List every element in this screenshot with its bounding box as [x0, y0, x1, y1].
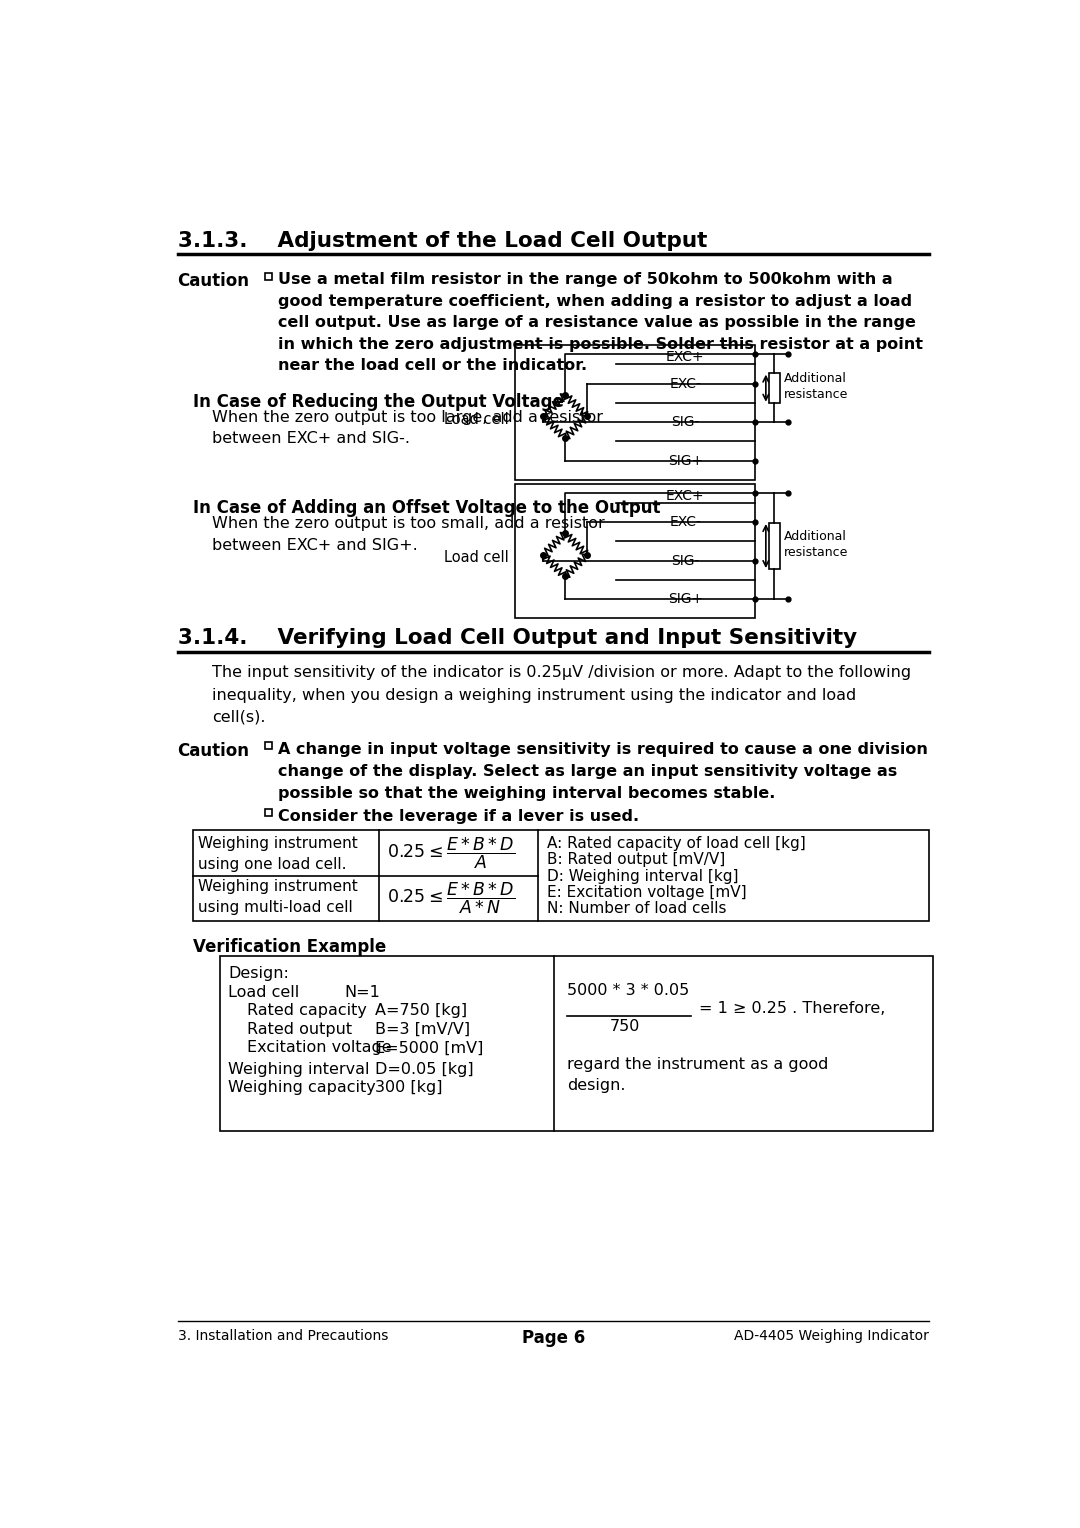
Text: EXC+: EXC+ — [666, 350, 704, 364]
Text: EXC-: EXC- — [670, 376, 701, 391]
Text: D: Weighing interval [kg]: D: Weighing interval [kg] — [548, 868, 739, 883]
Text: Additional
resistance: Additional resistance — [784, 530, 848, 559]
Text: 5000 * 3 * 0.05: 5000 * 3 * 0.05 — [567, 983, 690, 998]
Text: E: Excitation voltage [mV]: E: Excitation voltage [mV] — [548, 885, 747, 900]
Text: Additional
resistance: Additional resistance — [784, 373, 848, 402]
Text: 300 [kg]: 300 [kg] — [375, 1080, 443, 1096]
Text: The input sensitivity of the indicator is 0.25μV /division or more. Adapt to the: The input sensitivity of the indicator i… — [213, 665, 912, 724]
Text: Rated output: Rated output — [247, 1022, 352, 1038]
Text: A: Rated capacity of load cell [kg]: A: Rated capacity of load cell [kg] — [548, 836, 806, 851]
Text: Load cell: Load cell — [444, 411, 509, 426]
Text: Weighing interval: Weighing interval — [228, 1062, 369, 1077]
Bar — [193, 830, 930, 921]
Text: When the zero output is too large, add a resistor
between EXC+ and SIG-.: When the zero output is too large, add a… — [213, 410, 604, 446]
Text: 750: 750 — [610, 1019, 640, 1034]
Text: Design:: Design: — [228, 966, 288, 981]
Text: When the zero output is too small, add a resistor
between EXC+ and SIG+.: When the zero output is too small, add a… — [213, 516, 605, 553]
Bar — [266, 810, 272, 816]
Bar — [769, 523, 780, 570]
Text: A change in input voltage sensitivity is required to cause a one division
change: A change in input voltage sensitivity is… — [278, 741, 928, 801]
Text: $0.25 \leq \dfrac{E * B * D}{A * N}$: $0.25 \leq \dfrac{E * B * D}{A * N}$ — [387, 880, 515, 915]
Text: D=0.05 [kg]: D=0.05 [kg] — [375, 1062, 474, 1077]
Text: regard the instrument as a good
design.: regard the instrument as a good design. — [567, 1057, 828, 1094]
Text: Consider the leverage if a lever is used.: Consider the leverage if a lever is used… — [278, 808, 638, 824]
Text: Load cell: Load cell — [444, 550, 509, 565]
Text: A=750 [kg]: A=750 [kg] — [375, 1004, 468, 1018]
Text: Excitation voltage: Excitation voltage — [247, 1041, 392, 1056]
Text: Load cell: Load cell — [228, 986, 299, 999]
Text: Weighing instrument
using one load cell.: Weighing instrument using one load cell. — [198, 836, 357, 871]
Text: Caution: Caution — [177, 272, 249, 290]
Text: 3. Installation and Precautions: 3. Installation and Precautions — [177, 1329, 388, 1343]
Text: SIG+: SIG+ — [667, 593, 703, 607]
Text: In Case of Reducing the Output Voltage: In Case of Reducing the Output Voltage — [193, 393, 564, 411]
Text: EXC-: EXC- — [670, 515, 701, 529]
Text: Verification Example: Verification Example — [193, 938, 387, 957]
Bar — [220, 955, 933, 1131]
Bar — [515, 345, 755, 480]
Text: 3.1.4.    Verifying Load Cell Output and Input Sensitivity: 3.1.4. Verifying Load Cell Output and In… — [177, 628, 856, 648]
Text: N: Number of load cells: N: Number of load cells — [548, 902, 727, 915]
Text: $0.25 \leq \dfrac{E * B * D}{A}$: $0.25 \leq \dfrac{E * B * D}{A}$ — [387, 836, 515, 871]
Bar — [266, 272, 272, 280]
Text: B: Rated output [mV/V]: B: Rated output [mV/V] — [548, 853, 726, 868]
Text: N=1: N=1 — [345, 986, 380, 999]
Text: B=3 [mV/V]: B=3 [mV/V] — [375, 1022, 471, 1038]
Text: AD-4405 Weighing Indicator: AD-4405 Weighing Indicator — [734, 1329, 930, 1343]
Text: EXC+: EXC+ — [666, 489, 704, 503]
Text: Use a metal film resistor in the range of 50kohm to 500kohm with a
good temperat: Use a metal film resistor in the range o… — [278, 272, 922, 373]
Text: SIG-: SIG- — [671, 553, 700, 568]
Text: = 1 ≥ 0.25 . Therefore,: = 1 ≥ 0.25 . Therefore, — [699, 1001, 886, 1016]
Text: Caution: Caution — [177, 741, 249, 759]
Text: Weighing capacity: Weighing capacity — [228, 1080, 376, 1096]
Text: SIG-: SIG- — [671, 416, 700, 429]
Text: Weighing instrument
using multi-load cell: Weighing instrument using multi-load cel… — [198, 880, 357, 915]
Text: 3.1.3.    Adjustment of the Load Cell Output: 3.1.3. Adjustment of the Load Cell Outpu… — [177, 231, 707, 251]
Text: E=5000 [mV]: E=5000 [mV] — [375, 1041, 484, 1056]
Bar — [266, 743, 272, 749]
Bar — [769, 373, 780, 403]
Text: Rated capacity: Rated capacity — [247, 1004, 367, 1018]
Text: SIG+: SIG+ — [667, 454, 703, 468]
Text: In Case of Adding an Offset Voltage to the Output: In Case of Adding an Offset Voltage to t… — [193, 500, 661, 516]
Bar — [515, 484, 755, 619]
Text: Page 6: Page 6 — [522, 1329, 585, 1348]
